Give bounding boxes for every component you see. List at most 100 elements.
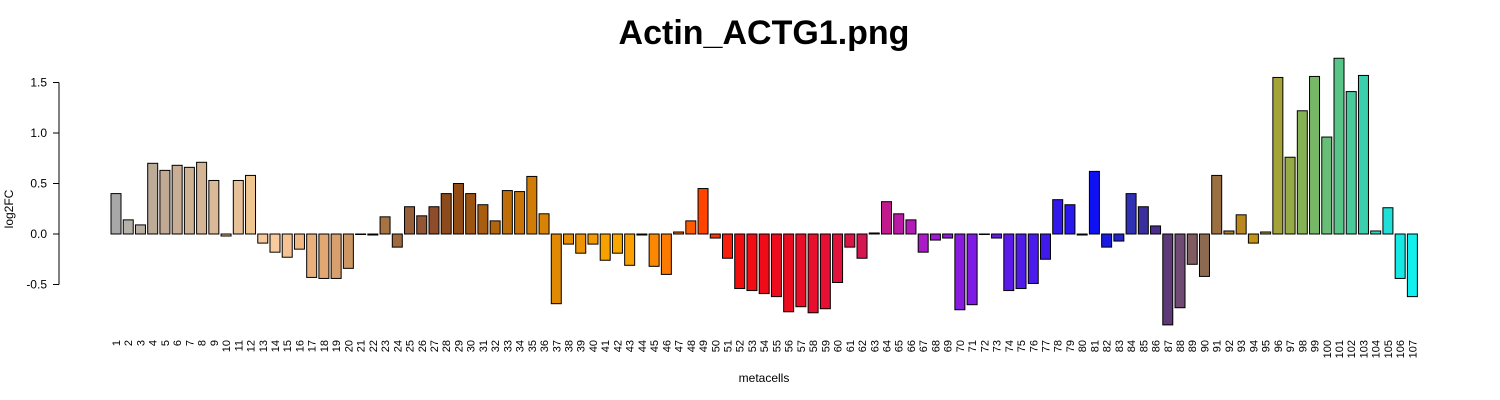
bar-73 [991, 233, 1003, 239]
x-tick-label: 15 [282, 340, 294, 352]
x-tick-label: 34 [515, 340, 527, 352]
bar-26 [416, 215, 428, 235]
x-tick-label: 101 [1334, 340, 1346, 358]
bar-77 [1039, 233, 1051, 260]
x-tick-label: 17 [307, 340, 319, 352]
bar-42 [611, 233, 623, 254]
bar-10 [220, 233, 232, 237]
bar-62 [856, 233, 868, 259]
bar-25 [404, 206, 416, 235]
x-tick-label: 23 [380, 340, 392, 352]
bar-82 [1101, 233, 1113, 248]
x-tick-label: 20 [343, 340, 355, 352]
bar-71 [966, 233, 978, 306]
bar-107 [1406, 233, 1418, 298]
bar-90 [1198, 233, 1210, 277]
bar-44 [636, 233, 648, 236]
bar-96 [1272, 76, 1284, 235]
bar-103 [1357, 74, 1369, 235]
x-tick-label: 81 [1089, 340, 1101, 352]
bar-11 [232, 179, 244, 235]
bar-21 [355, 233, 367, 235]
bar-31 [477, 204, 489, 235]
bar-20 [342, 233, 354, 269]
bar-41 [599, 233, 611, 261]
x-tick-label: 87 [1163, 340, 1175, 352]
bar-75 [1015, 233, 1027, 290]
x-tick-label: 7 [184, 340, 196, 346]
x-tick-label: 71 [967, 340, 979, 352]
x-tick-label: 13 [258, 340, 270, 352]
bar-46 [660, 233, 672, 275]
bar-57 [795, 233, 807, 308]
bar-106 [1394, 233, 1406, 279]
bar-66 [905, 219, 917, 235]
bar-4 [147, 162, 159, 235]
x-tick-label: 93 [1236, 340, 1248, 352]
bar-104 [1370, 230, 1382, 235]
bar-56 [783, 233, 795, 313]
bar-2 [122, 219, 134, 235]
bar-19 [330, 233, 342, 279]
bar-17 [306, 233, 318, 278]
x-tick-label: 89 [1187, 340, 1199, 352]
x-tick-label: 54 [759, 340, 771, 352]
x-tick-label: 80 [1077, 340, 1089, 352]
x-tick-label: 98 [1297, 340, 1309, 352]
x-tick-label: 41 [600, 340, 612, 352]
x-tick-label: 61 [845, 340, 857, 352]
x-tick-label: 99 [1310, 340, 1322, 352]
bar-83 [1113, 233, 1125, 242]
bar-102 [1345, 91, 1357, 235]
bar-33 [501, 190, 513, 235]
bar-87 [1162, 233, 1174, 326]
bar-86 [1150, 225, 1162, 235]
chart-title: Actin_ACTG1.png [619, 14, 910, 52]
x-tick-label: 47 [674, 340, 686, 352]
bar-74 [1003, 233, 1015, 292]
x-tick-label: 45 [649, 340, 661, 352]
x-tick-label: 22 [368, 340, 380, 352]
y-axis: -0.5 0.0 0.5 1.0 1.5 [26, 76, 60, 292]
x-tick-label: 6 [172, 340, 184, 346]
x-tick-label: 24 [392, 340, 404, 352]
x-tick-label: 56 [784, 340, 796, 352]
bar-45 [648, 233, 660, 267]
bar-32 [489, 220, 501, 235]
bar-97 [1284, 156, 1296, 235]
bar-47 [673, 231, 685, 235]
bar-72 [978, 233, 990, 235]
x-tick-label: 26 [417, 340, 429, 352]
bar-30 [465, 193, 477, 235]
x-tick-label: 27 [429, 340, 441, 352]
bar-91 [1211, 174, 1223, 235]
bar-93 [1235, 214, 1247, 235]
bar-58 [807, 233, 819, 314]
x-tick-label: 82 [1102, 340, 1114, 352]
x-tick-label: 67 [918, 340, 930, 352]
x-tick-label: 16 [294, 340, 306, 352]
bar-3 [134, 224, 146, 235]
x-tick-label: 92 [1224, 340, 1236, 352]
x-tick-labels: 1 2 3 4 5 6 7 8 9 10 11 12 13 14 15 16 17 18 19 20 21 22 23 24 2… [111, 340, 1419, 358]
bar-85 [1137, 206, 1149, 235]
x-tick-label: 3 [135, 340, 147, 346]
bar-50 [709, 233, 721, 239]
bar-99 [1309, 75, 1321, 235]
y-tick-label: 0.0 [30, 227, 47, 241]
bar-89 [1186, 233, 1198, 265]
x-tick-label: 37 [551, 340, 563, 352]
x-tick-label: 49 [698, 340, 710, 352]
x-tick-label: 95 [1261, 340, 1273, 352]
x-tick-label: 94 [1248, 340, 1260, 352]
y-tick-label: 1.5 [30, 76, 47, 90]
y-axis-label: log2FC [2, 189, 16, 228]
x-tick-label: 91 [1212, 340, 1224, 352]
x-tick-label: 60 [833, 340, 845, 352]
x-tick-label: 96 [1273, 340, 1285, 352]
bar-81 [1088, 170, 1100, 235]
bar-23 [379, 216, 391, 235]
bar-52 [734, 233, 746, 290]
x-tick-label: 19 [331, 340, 343, 352]
bar-49 [697, 188, 709, 235]
